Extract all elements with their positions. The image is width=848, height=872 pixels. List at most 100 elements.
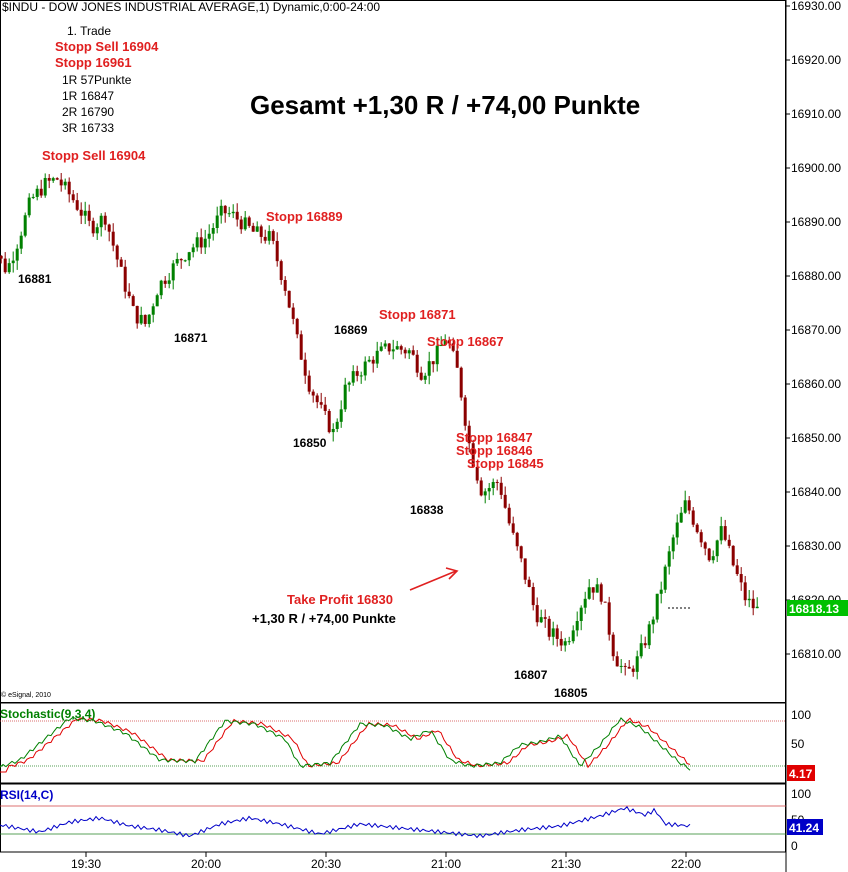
candle-body (51, 178, 55, 181)
candle-body (435, 345, 439, 365)
candle-body (147, 314, 151, 324)
low-label-5: 16807 (514, 668, 548, 682)
candle-body (303, 359, 307, 376)
low-label-2: 16871 (174, 331, 208, 345)
time-tick-label: 22:00 (671, 857, 701, 871)
candle-body (639, 643, 643, 657)
candle-body (347, 382, 351, 385)
candle-body (495, 482, 499, 484)
stoch-tick-50: 50 (791, 737, 805, 751)
candle-body (23, 215, 27, 236)
candle-body (423, 375, 427, 380)
candle-body (259, 226, 263, 237)
low-label-3: 16850 (293, 436, 327, 450)
annotation-stop-5: Stopp 16846 (456, 443, 533, 458)
candle-body (747, 598, 751, 601)
candle-body (591, 587, 595, 593)
candle-body (403, 349, 407, 354)
candle-body (271, 231, 275, 241)
candle-body (327, 410, 331, 433)
candle-body (103, 215, 107, 225)
high-label-1: 16869 (334, 323, 368, 337)
stochastic-panel: Stochastic(9,3,4) 100 50 4.17 (0, 707, 815, 781)
candle-body (703, 542, 707, 549)
candle-body (355, 371, 359, 376)
low-label-1: 16881 (18, 272, 52, 286)
price-tick-label: 16880.00 (791, 269, 841, 283)
candle-body (715, 540, 719, 557)
candle-body (519, 546, 523, 559)
rsi-value-box (787, 819, 823, 835)
candle-body (331, 428, 335, 433)
candle-body (567, 641, 571, 643)
candle-body (587, 587, 591, 599)
candle-body (427, 361, 431, 376)
time-tick-label: 21:00 (431, 857, 461, 871)
candle-body (671, 537, 675, 552)
candle-body (411, 350, 415, 355)
candle-body (615, 656, 619, 667)
candle-body (419, 372, 423, 380)
candle-body (699, 532, 703, 543)
time-tick-label: 20:00 (191, 857, 221, 871)
candle-body (603, 601, 607, 603)
candle-body (579, 607, 583, 621)
candle-body (287, 290, 291, 308)
candle-body (731, 545, 735, 566)
candle-body (31, 196, 35, 198)
candle-body (131, 296, 135, 306)
candle-body (319, 402, 323, 405)
take-profit-label: Take Profit 16830 (287, 592, 393, 607)
candle-body (535, 605, 539, 623)
candle-body (243, 217, 247, 230)
copyright: © eSignal, 2010 (1, 691, 51, 699)
price-tick-label: 16910.00 (791, 107, 841, 121)
candle-body (395, 346, 399, 350)
candle-body (571, 630, 575, 642)
candle-body (575, 620, 579, 631)
rsi-label: RSI(14,C) (0, 788, 53, 802)
candle-body (559, 638, 563, 646)
candle-body (627, 666, 631, 669)
candle-body (655, 593, 659, 620)
candle-body (239, 219, 243, 230)
candle-body (91, 220, 95, 234)
candle-body (363, 361, 367, 376)
candle-body (235, 211, 239, 220)
candle-body (123, 266, 127, 292)
candle-body (207, 233, 211, 239)
candle-body (551, 628, 555, 637)
candle-body (599, 584, 603, 602)
stochastic-k-line (0, 717, 691, 771)
candle-body (479, 480, 483, 496)
candle-body (155, 295, 159, 307)
candle-body (283, 280, 287, 291)
candle-body (647, 624, 651, 646)
trade-note-3: Stopp 16961 (55, 55, 132, 70)
time-axis: 19:30 20:00 20:30 21:00 21:30 22:00 (71, 852, 701, 871)
candle-body (15, 248, 19, 261)
candle-body (99, 215, 103, 228)
annotation-stop-6: Stopp 16845 (467, 456, 544, 471)
candle-body (727, 539, 731, 546)
candle-body (19, 235, 23, 249)
stoch-tick-100: 100 (791, 708, 811, 722)
candle-body (431, 361, 435, 365)
candle-body (735, 565, 739, 575)
candle-body (511, 523, 515, 533)
candle-body (595, 584, 599, 593)
candle-body (471, 443, 475, 467)
candle-body (167, 280, 171, 284)
candle-body (227, 213, 231, 215)
stochastic-panel-frame (0, 702, 786, 784)
time-tick-label: 21:30 (551, 857, 581, 871)
annotation-stop-sell: Stopp Sell 16904 (42, 148, 146, 163)
candle-body (503, 494, 507, 508)
candle-body (11, 260, 15, 264)
last-price-label: 16818.13 (789, 602, 839, 616)
candle-body (307, 375, 311, 392)
candle-body (171, 263, 175, 281)
candle-body (183, 260, 187, 262)
candle-body (659, 589, 663, 594)
candle-body (119, 259, 123, 267)
